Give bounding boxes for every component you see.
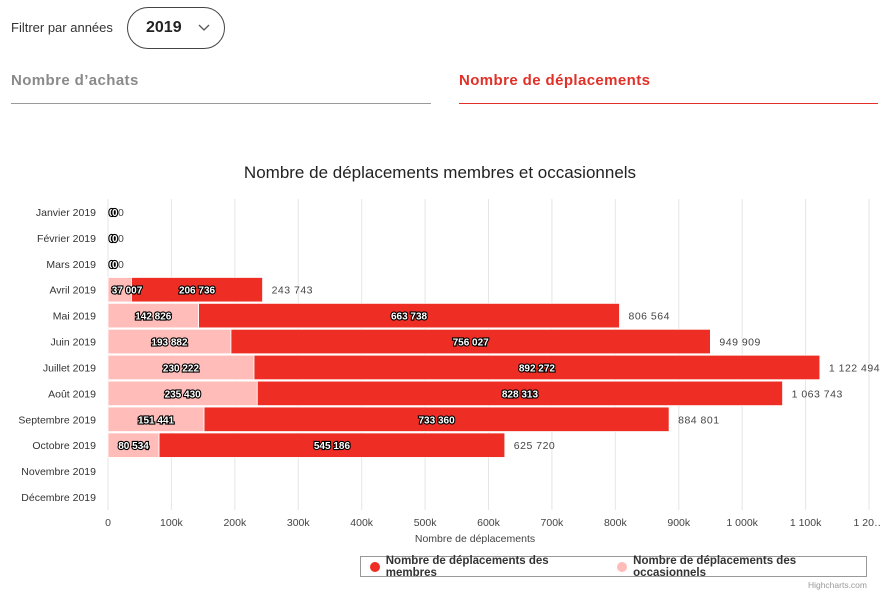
y-category-label: Septembre 2019 [18, 414, 96, 426]
data-label-membres: 756 027 [453, 338, 490, 349]
bar-occasionnels [107, 432, 160, 458]
tab-nombre-deplacements[interactable]: Nombre de déplacements [459, 72, 878, 104]
data-label-membres: 663 738 [391, 312, 428, 323]
data-label-membres: 206 736 [179, 286, 216, 297]
data-label-membres: 0 [112, 260, 118, 271]
data-label-total: 884 801 [678, 414, 719, 426]
legend-dot-membres [370, 561, 380, 572]
data-label-occasionnels: 235 430 [165, 389, 202, 400]
bar-occasionnels [107, 380, 258, 407]
y-category-label: Avril 2019 [49, 285, 96, 297]
year-select[interactable]: 2019 [127, 7, 225, 49]
data-label-membres: 828 313 [502, 389, 539, 400]
bar-membres [230, 328, 711, 355]
year-select-value: 2019 [146, 19, 182, 36]
data-label-total: 1 063 743 [792, 388, 843, 400]
bar-membres [203, 406, 670, 432]
x-tick-label: 0 [105, 517, 111, 529]
x-tick-label: 1 100k [790, 517, 822, 529]
y-category-label: Novembre 2019 [21, 466, 96, 478]
data-label-membres: 0 [112, 208, 118, 219]
legend-dot-occasionnels [617, 561, 628, 572]
data-label-occasionnels: 142 826 [135, 312, 172, 323]
x-tick-label: 900k [667, 517, 691, 529]
legend-label-membres: Nombre de déplacements des membres [385, 554, 549, 579]
x-tick-label: 1 000k [726, 517, 758, 529]
x-tick-label: 600k [477, 517, 501, 529]
y-category-label: Mai 2019 [53, 311, 96, 323]
data-label-total: 0 [118, 233, 124, 245]
data-label-membres: 733 360 [418, 415, 455, 426]
data-label-total: 949 909 [719, 337, 760, 349]
data-label-occasionnels: 230 222 [163, 363, 200, 374]
chart-legend: Nombre de déplacements des membres Nombr… [360, 555, 867, 579]
chevron-down-icon [198, 24, 210, 31]
x-tick-label: 200k [223, 517, 247, 529]
x-tick-label: 500k [414, 517, 438, 529]
data-label-occasionnels: 151 441 [138, 415, 175, 426]
y-category-label: Octobre 2019 [32, 440, 96, 452]
y-category-label: Février 2019 [37, 233, 96, 245]
data-label-total: 243 743 [272, 285, 313, 297]
data-label-total: 0 [118, 207, 124, 219]
bar-occasionnels [107, 302, 199, 329]
data-label-occasionnels: 193 882 [151, 338, 188, 349]
y-category-label: Août 2019 [48, 388, 96, 400]
data-label-occasionnels: 0 [109, 234, 115, 245]
year-filter-label: Filtrer par années [11, 20, 113, 35]
data-label-membres: 0 [112, 234, 118, 245]
bar-occasionnels [107, 406, 205, 432]
highcharts-credits[interactable]: Highcharts.com [807, 580, 867, 590]
x-tick-label: 1 20… [854, 517, 880, 529]
x-axis-title: Nombre de déplacements [415, 533, 535, 545]
data-label-occasionnels: 0 [109, 208, 115, 219]
legend-label-occasionnels: Nombre de déplacements des occasionnels [633, 554, 797, 579]
data-label-occasionnels: 80 534 [118, 441, 149, 452]
data-label-total: 806 564 [628, 311, 669, 323]
bar-chart: 0 100k 200k 300k 400k 500k 600k 700k 800k 900k 1 0… [18, 199, 880, 545]
bar-membres [158, 432, 506, 458]
bar-membres [256, 380, 783, 407]
y-category-label: Mars 2019 [46, 259, 96, 271]
bar-membres [131, 277, 263, 303]
data-label-occasionnels: 0 [109, 260, 115, 271]
x-tick-label: 100k [160, 517, 184, 529]
chart-title: Nombre de déplacements membres et occasi… [243, 163, 637, 182]
data-label-membres: 545 186 [314, 441, 351, 452]
legend-item-membres[interactable]: Nombre de déplacements des membres [370, 555, 597, 579]
data-label-total: 0 [118, 259, 124, 271]
y-category-label: Janvier 2019 [36, 207, 96, 219]
x-tick-label: 400k [350, 517, 374, 529]
x-tick-label: 700k [541, 517, 565, 529]
bar-occasionnels [107, 328, 232, 355]
y-category-label: Juin 2019 [50, 337, 96, 349]
bar-occasionnels [107, 354, 255, 381]
data-label-total: 1 122 494 [829, 362, 880, 374]
y-category-label: Juillet 2019 [43, 362, 96, 374]
data-label-total: 625 720 [514, 440, 555, 452]
tab-nombre-achats[interactable]: Nombre d’achats [11, 72, 431, 104]
bar-membres [253, 354, 821, 381]
legend-item-occasionnels[interactable]: Nombre de déplacements des occasionnels [617, 555, 866, 579]
bar-membres [198, 302, 620, 329]
data-label-occasionnels: 37 007 [112, 286, 143, 297]
x-tick-label: 800k [604, 517, 628, 529]
data-label-membres: 892 272 [519, 363, 556, 374]
x-tick-label: 300k [287, 517, 311, 529]
y-category-label: Décembre 2019 [21, 492, 96, 504]
